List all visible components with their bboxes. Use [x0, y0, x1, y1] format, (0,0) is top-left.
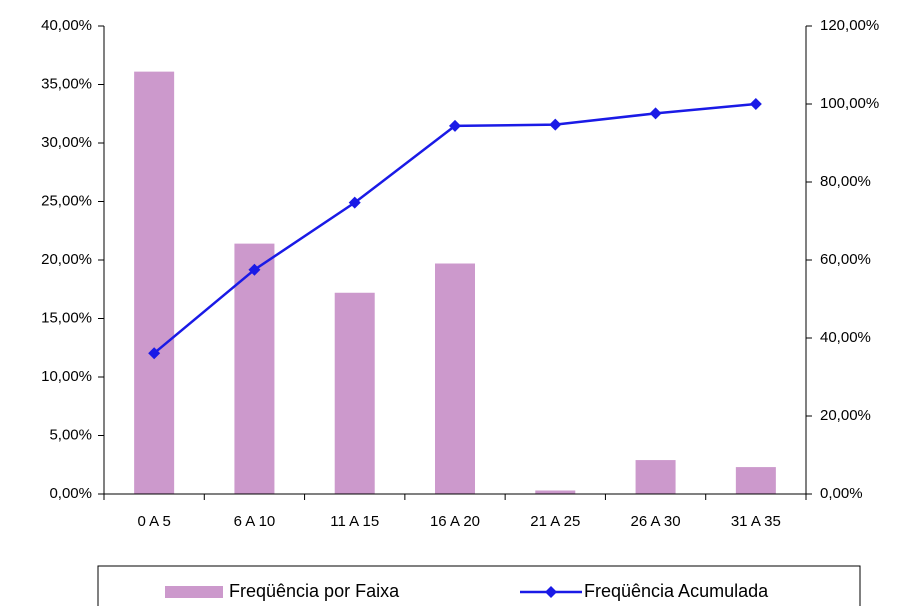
y-tick-label: 35,00% [41, 75, 92, 92]
legend-label: Freqüência Acumulada [584, 581, 769, 601]
legend-box [97, 565, 861, 606]
marker [248, 263, 261, 276]
y-tick-label: 20,00% [41, 251, 92, 268]
legend-label: Freqüência por Faixa [229, 581, 400, 601]
marker [549, 118, 562, 131]
marker [148, 347, 161, 360]
y2-tick-label: 80,00% [820, 173, 871, 190]
x-tick-label: 31 A 35 [731, 513, 781, 530]
y-tick-label: 5,00% [49, 426, 92, 443]
marker [749, 98, 762, 110]
x-tick-label: 26 A 30 [631, 513, 681, 530]
y2-tick-label: 60,00% [820, 251, 871, 268]
bar [435, 263, 475, 494]
x-tick-label: 0 A 5 [137, 513, 170, 530]
y2-tick-label: 0,00% [820, 485, 863, 502]
y-tick-label: 30,00% [41, 134, 92, 151]
x-tick-label: 16 A 20 [430, 513, 480, 530]
x-tick-label: 21 A 25 [530, 513, 580, 530]
x-tick-label: 6 A 10 [234, 513, 276, 530]
legend-marker [545, 586, 557, 598]
y-tick-label: 10,00% [41, 368, 92, 385]
y2-tick-label: 120,00% [820, 17, 879, 34]
bar [635, 460, 676, 494]
y-tick-label: 40,00% [41, 17, 92, 34]
marker [649, 107, 662, 120]
bar [234, 243, 275, 494]
bar [134, 71, 175, 494]
y2-tick-label: 40,00% [820, 329, 871, 346]
y-tick-label: 25,00% [41, 192, 92, 209]
bar [735, 467, 776, 494]
marker [348, 196, 361, 209]
y2-tick-label: 20,00% [820, 407, 871, 424]
y-tick-label: 0,00% [49, 485, 92, 502]
marker [449, 119, 461, 132]
legend-swatch [165, 586, 223, 598]
bar [334, 292, 375, 494]
y-tick-label: 15,00% [41, 309, 92, 326]
y2-tick-label: 100,00% [820, 95, 879, 112]
bar [535, 490, 576, 494]
x-tick-label: 11 A 15 [330, 513, 379, 530]
